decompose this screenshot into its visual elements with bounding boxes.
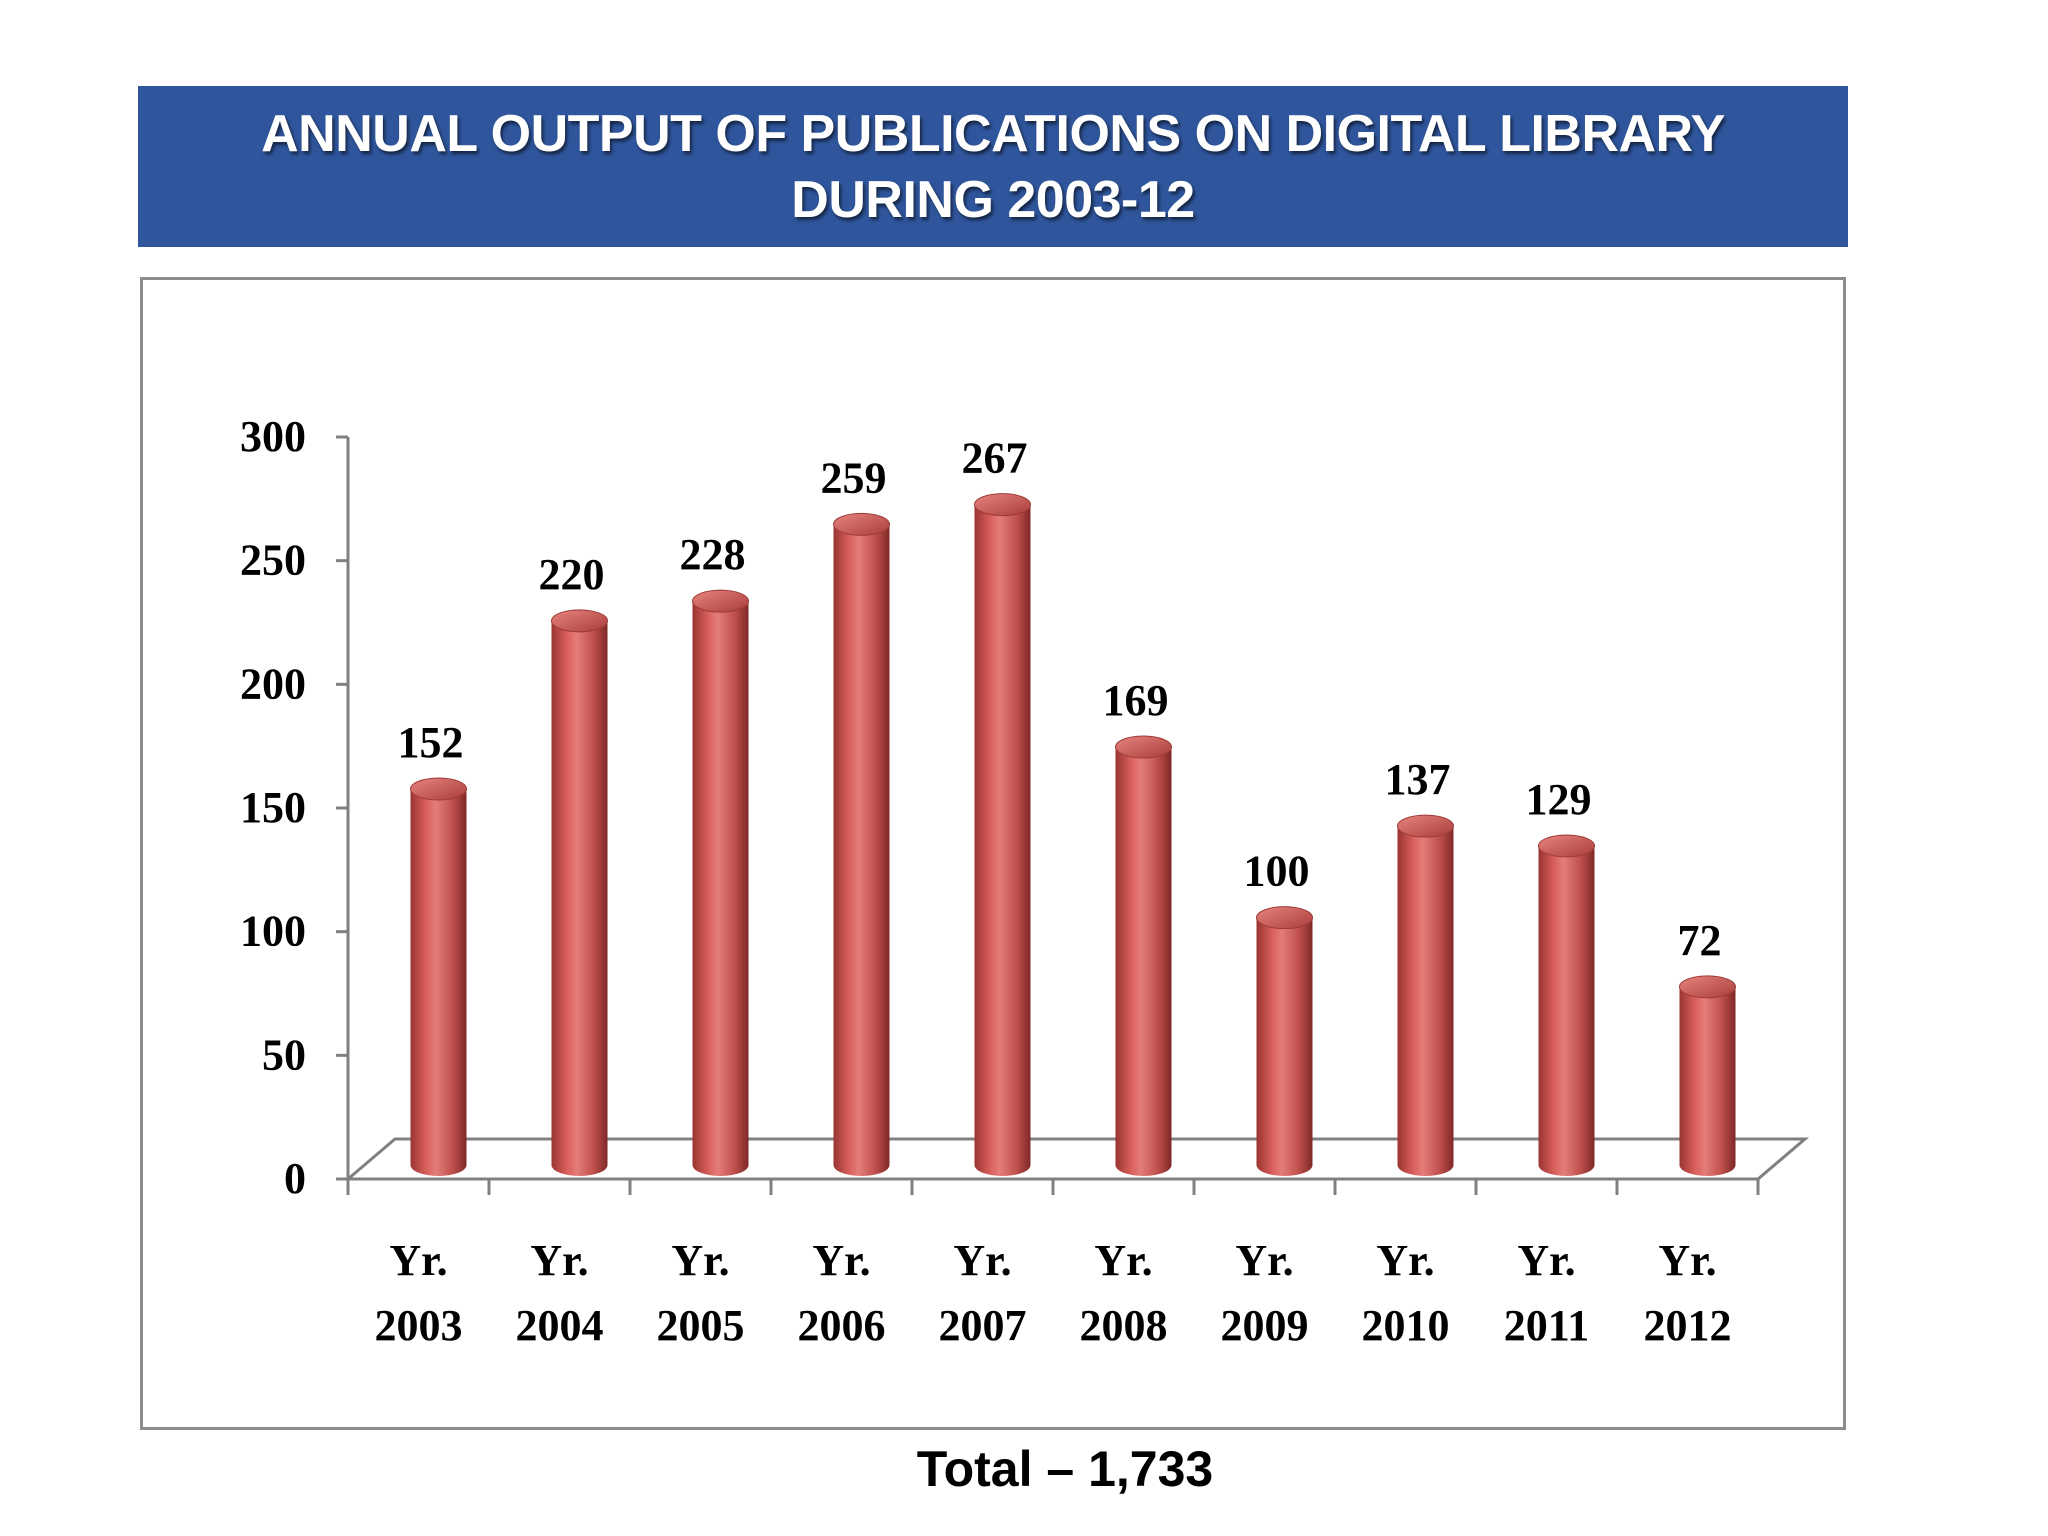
x-category-label-line1: Yr. <box>1235 1236 1293 1285</box>
bar-body <box>692 601 749 1176</box>
bar-body <box>1397 826 1454 1176</box>
bar-top <box>1538 834 1595 858</box>
bar <box>551 609 608 1176</box>
bar-top <box>551 609 608 633</box>
x-category-label-line1: Yr. <box>1517 1236 1575 1285</box>
x-category-label-line2: 2012 <box>1644 1301 1732 1350</box>
bar-body <box>974 504 1031 1176</box>
bar-body <box>1679 986 1736 1176</box>
data-label: 72 <box>1678 916 1722 965</box>
x-category-label-line1: Yr. <box>530 1236 588 1285</box>
x-category-label-line1: Yr. <box>1376 1236 1434 1285</box>
bar-body <box>1256 917 1313 1176</box>
x-category-label-line2: 2007 <box>939 1301 1027 1350</box>
bar <box>1115 735 1172 1176</box>
y-tick-label: 300 <box>240 412 306 461</box>
y-tick-label: 100 <box>240 907 306 956</box>
x-category-label-line2: 2011 <box>1504 1301 1590 1350</box>
bar-top <box>410 777 467 801</box>
bar <box>1397 814 1454 1176</box>
bar <box>692 589 749 1176</box>
x-category-label-line2: 2008 <box>1080 1301 1168 1350</box>
bar-body <box>1115 747 1172 1176</box>
x-category-label-line1: Yr. <box>812 1236 870 1285</box>
data-label: 267 <box>962 434 1028 483</box>
bar-top <box>974 493 1031 517</box>
data-label: 152 <box>398 718 464 767</box>
data-label: 228 <box>680 530 746 579</box>
data-label: 100 <box>1244 847 1310 896</box>
x-category-label-line1: Yr. <box>671 1236 729 1285</box>
bar-top <box>1679 975 1736 999</box>
y-tick-label: 200 <box>240 659 306 708</box>
data-label: 220 <box>539 550 605 599</box>
bar-top <box>1397 814 1454 838</box>
bar <box>833 512 890 1176</box>
total-label: Total – 1,733 <box>916 1441 1214 1497</box>
chart-labels: 0 50 100 150 200 250 300 152 Yr. 2003 220 Yr. 2004 22… <box>240 412 1732 1350</box>
bar <box>410 777 467 1176</box>
bar-top <box>833 512 890 536</box>
x-category-label-line1: Yr. <box>1094 1236 1152 1285</box>
y-tick-label: 0 <box>284 1154 306 1203</box>
x-category-label-line2: 2006 <box>798 1301 886 1350</box>
bar <box>1679 975 1736 1176</box>
bar <box>1256 906 1313 1176</box>
y-tick-label: 250 <box>240 536 306 585</box>
x-category-label-line1: Yr. <box>953 1236 1011 1285</box>
x-category-label-line1: Yr. <box>389 1236 447 1285</box>
bar-top <box>692 589 749 613</box>
bar <box>1538 834 1595 1176</box>
bar-top <box>1256 906 1313 930</box>
bar <box>974 493 1031 1176</box>
bar-body <box>410 789 467 1176</box>
x-category-label-line2: 2005 <box>657 1301 745 1350</box>
bar-body <box>833 524 890 1176</box>
x-category-label-line2: 2009 <box>1221 1301 1309 1350</box>
x-category-label-line2: 2003 <box>375 1301 463 1350</box>
data-label: 137 <box>1385 755 1451 804</box>
x-category-label-line2: 2010 <box>1362 1301 1450 1350</box>
x-category-label-line1: Yr. <box>1658 1236 1716 1285</box>
bar-body <box>551 620 608 1176</box>
chart-title: ANNUAL OUTPUT OF PUBLICATIONS ON DIGITAL… <box>261 104 1725 229</box>
y-tick-label: 150 <box>240 783 306 832</box>
title-banner: ANNUAL OUTPUT OF PUBLICATIONS ON DIGITAL… <box>138 86 1848 247</box>
bar-body <box>1538 845 1595 1176</box>
data-label: 129 <box>1526 775 1592 824</box>
chart-bars <box>410 493 1736 1176</box>
data-label: 259 <box>821 453 887 502</box>
y-tick-label: 50 <box>262 1030 306 1079</box>
bar-top <box>1115 735 1172 759</box>
data-label: 169 <box>1103 676 1169 725</box>
x-category-label-line2: 2004 <box>516 1301 604 1350</box>
